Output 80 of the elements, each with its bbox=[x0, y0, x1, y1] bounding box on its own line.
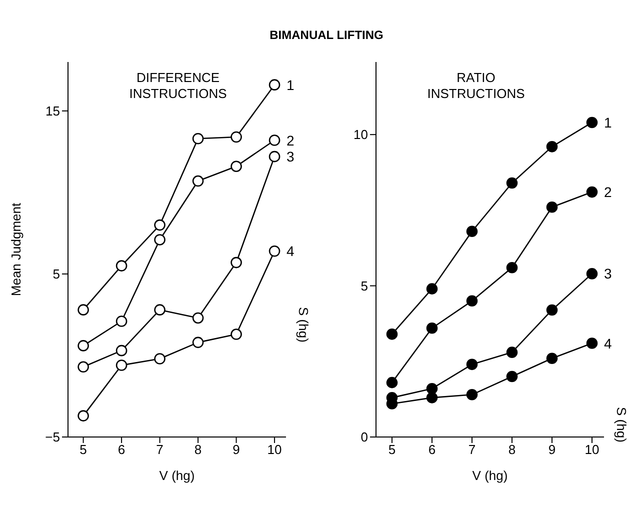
series-label: 3 bbox=[286, 148, 295, 165]
y-axis-title: Mean Judgment bbox=[8, 202, 24, 296]
point bbox=[78, 361, 89, 373]
point bbox=[466, 295, 478, 307]
point bbox=[506, 262, 518, 274]
point bbox=[116, 260, 128, 272]
series-label: 2 bbox=[604, 184, 612, 200]
point bbox=[506, 177, 518, 189]
x-tick-label: 10 bbox=[584, 442, 600, 458]
point bbox=[546, 304, 558, 316]
point bbox=[506, 370, 518, 382]
point bbox=[426, 392, 438, 404]
point bbox=[268, 150, 280, 162]
series-label: 3 bbox=[604, 266, 612, 282]
text: DIFFERENCE INSTRUCTIONS bbox=[128, 70, 228, 102]
point bbox=[546, 352, 558, 364]
legend-title: S (hg) bbox=[614, 407, 629, 442]
point bbox=[230, 131, 242, 143]
point bbox=[268, 245, 280, 257]
x-tick-label: 6 bbox=[118, 442, 126, 458]
x-tick-label: 5 bbox=[388, 442, 396, 458]
x-axis-title: V (hg) bbox=[159, 468, 195, 483]
point bbox=[192, 132, 204, 144]
point bbox=[426, 322, 438, 334]
x-tick-label: 7 bbox=[156, 442, 164, 458]
x-tick-label: 10 bbox=[267, 442, 282, 458]
x-tick-label: 6 bbox=[428, 442, 436, 458]
y-tick-label: −5 bbox=[45, 430, 60, 445]
point bbox=[192, 336, 204, 348]
point bbox=[466, 226, 478, 238]
point bbox=[78, 410, 89, 422]
y-tick-label: 15 bbox=[46, 104, 60, 119]
series-label: 1 bbox=[604, 114, 612, 130]
x-axis-title: V (hg) bbox=[472, 468, 508, 483]
y-tick-label: 5 bbox=[52, 266, 60, 282]
legend-title: S (hg) bbox=[296, 307, 311, 342]
point bbox=[466, 358, 478, 370]
point bbox=[426, 382, 438, 394]
point bbox=[586, 268, 598, 280]
x-tick-label: 8 bbox=[508, 442, 516, 458]
point bbox=[466, 389, 478, 400]
y-tick-label: 10 bbox=[354, 127, 368, 142]
x-tick-label: 7 bbox=[468, 442, 476, 458]
point bbox=[154, 219, 166, 231]
x-tick-label: 9 bbox=[548, 442, 556, 458]
point bbox=[78, 340, 89, 352]
point bbox=[268, 134, 280, 146]
point bbox=[116, 316, 128, 327]
x-tick-label: 8 bbox=[194, 442, 202, 458]
point bbox=[386, 376, 398, 388]
point bbox=[426, 283, 438, 294]
text: RATIO INSTRUCTIONS bbox=[426, 70, 526, 102]
point bbox=[386, 328, 398, 340]
point bbox=[154, 353, 166, 364]
point bbox=[154, 234, 166, 246]
text: BIMANUAL LIFTING bbox=[268, 27, 384, 44]
point bbox=[546, 141, 558, 152]
series-label: 4 bbox=[604, 335, 612, 352]
point bbox=[116, 344, 128, 356]
series-label: 2 bbox=[286, 132, 295, 148]
point bbox=[230, 160, 242, 172]
point bbox=[230, 328, 242, 340]
point bbox=[230, 256, 242, 268]
point bbox=[586, 186, 598, 198]
series-label: 1 bbox=[286, 76, 295, 93]
point bbox=[546, 202, 558, 213]
y-tick-label: 5 bbox=[360, 278, 368, 294]
y-tick-label: 0 bbox=[360, 430, 368, 445]
x-tick-label: 9 bbox=[232, 442, 240, 458]
point bbox=[268, 79, 280, 90]
point bbox=[154, 304, 166, 316]
point bbox=[586, 116, 598, 128]
point bbox=[506, 346, 518, 358]
point bbox=[116, 360, 128, 371]
point bbox=[192, 312, 204, 324]
point bbox=[78, 304, 89, 316]
series-label: 4 bbox=[286, 243, 295, 260]
point bbox=[192, 175, 204, 187]
x-tick-label: 5 bbox=[80, 442, 87, 458]
point bbox=[586, 338, 598, 349]
